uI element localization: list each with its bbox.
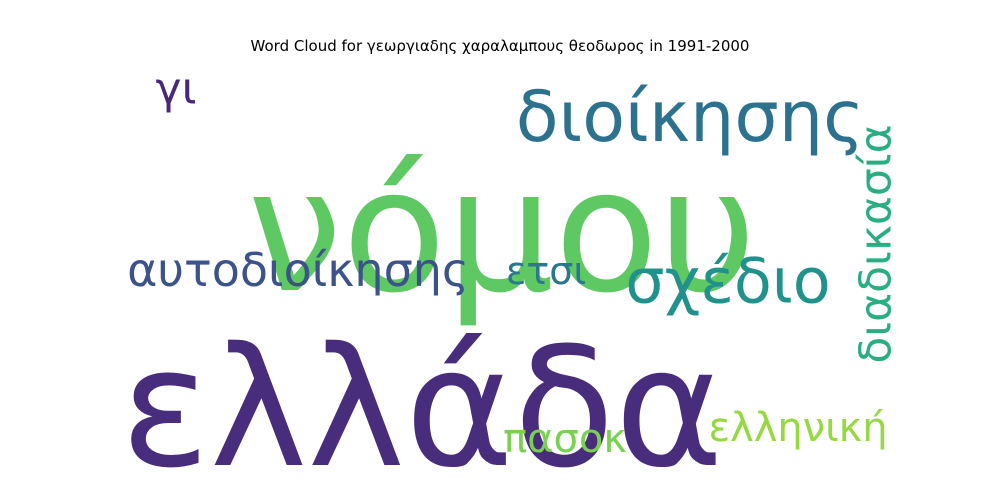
word-5: διαδικασία: [851, 124, 902, 363]
word-8: ετσι: [506, 249, 586, 293]
word-1: ελλάδα: [121, 312, 724, 500]
word-6: ελληνική: [708, 405, 887, 451]
word-7: πασοκ: [503, 416, 627, 462]
word-2: διοίκησης: [516, 76, 864, 158]
word-9: γι: [156, 64, 197, 115]
word-0: νόμου: [247, 133, 757, 331]
chart-title: Word Cloud for γεωργιαδης χαραλαμπους θε…: [250, 37, 750, 55]
word-3: σχέδιο: [625, 245, 830, 318]
word-4: αυτοδιοίκησης: [127, 243, 469, 297]
